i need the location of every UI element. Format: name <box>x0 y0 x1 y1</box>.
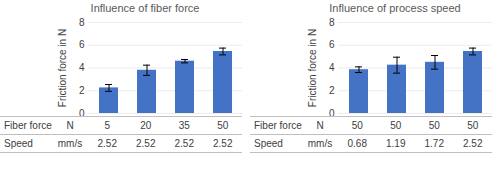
html-text:Fiber force: Fiber force <box>4 120 52 131</box>
html-text:20: 20 <box>140 120 152 131</box>
html-text:Influence of process speed: Influence of process speed <box>329 2 461 14</box>
html-text:1.19: 1.19 <box>386 138 406 149</box>
html-text:50: 50 <box>390 120 402 131</box>
svg-text:6: 6 <box>79 39 85 50</box>
html-text:50: 50 <box>428 120 440 131</box>
html-text:Speed: Speed <box>4 138 33 149</box>
svg-text:2: 2 <box>79 85 85 96</box>
svg-text:8: 8 <box>329 17 335 28</box>
svg-text:Friction force in N: Friction force in N <box>57 29 68 107</box>
html-text:Fiber force: Fiber force <box>254 120 302 131</box>
html-text:N: N <box>66 120 74 131</box>
svg-text:Friction force in N: Friction force in N <box>307 29 318 107</box>
svg-text:8: 8 <box>79 17 85 28</box>
html-text:Speed: Speed <box>254 138 283 149</box>
html-text:2.52: 2.52 <box>463 138 483 149</box>
svg-text:0: 0 <box>79 108 85 116</box>
svg-text:4: 4 <box>79 62 85 73</box>
svg-text:6: 6 <box>329 39 335 50</box>
html-text:mm/s: mm/s <box>307 138 333 149</box>
html-text:2.52: 2.52 <box>174 138 194 149</box>
html-text:N: N <box>316 120 324 131</box>
svg-text:4: 4 <box>329 62 335 73</box>
html-text:2.52: 2.52 <box>136 138 156 149</box>
html-text:50: 50 <box>351 120 363 131</box>
html-text:5: 5 <box>104 120 110 131</box>
html-text:Influence of fiber force: Influence of fiber force <box>90 2 200 14</box>
html-text:0.68: 0.68 <box>347 138 367 149</box>
html-text:50: 50 <box>217 120 229 131</box>
html-text:2.52: 2.52 <box>97 138 117 149</box>
html-text:mm/s: mm/s <box>57 138 83 149</box>
svg-text:2: 2 <box>329 85 335 96</box>
html-text:2.52: 2.52 <box>213 138 233 149</box>
html-text:35: 35 <box>178 120 190 131</box>
html-text:1.72: 1.72 <box>424 138 444 149</box>
html-text:50: 50 <box>467 120 479 131</box>
svg-text:0: 0 <box>329 108 335 116</box>
